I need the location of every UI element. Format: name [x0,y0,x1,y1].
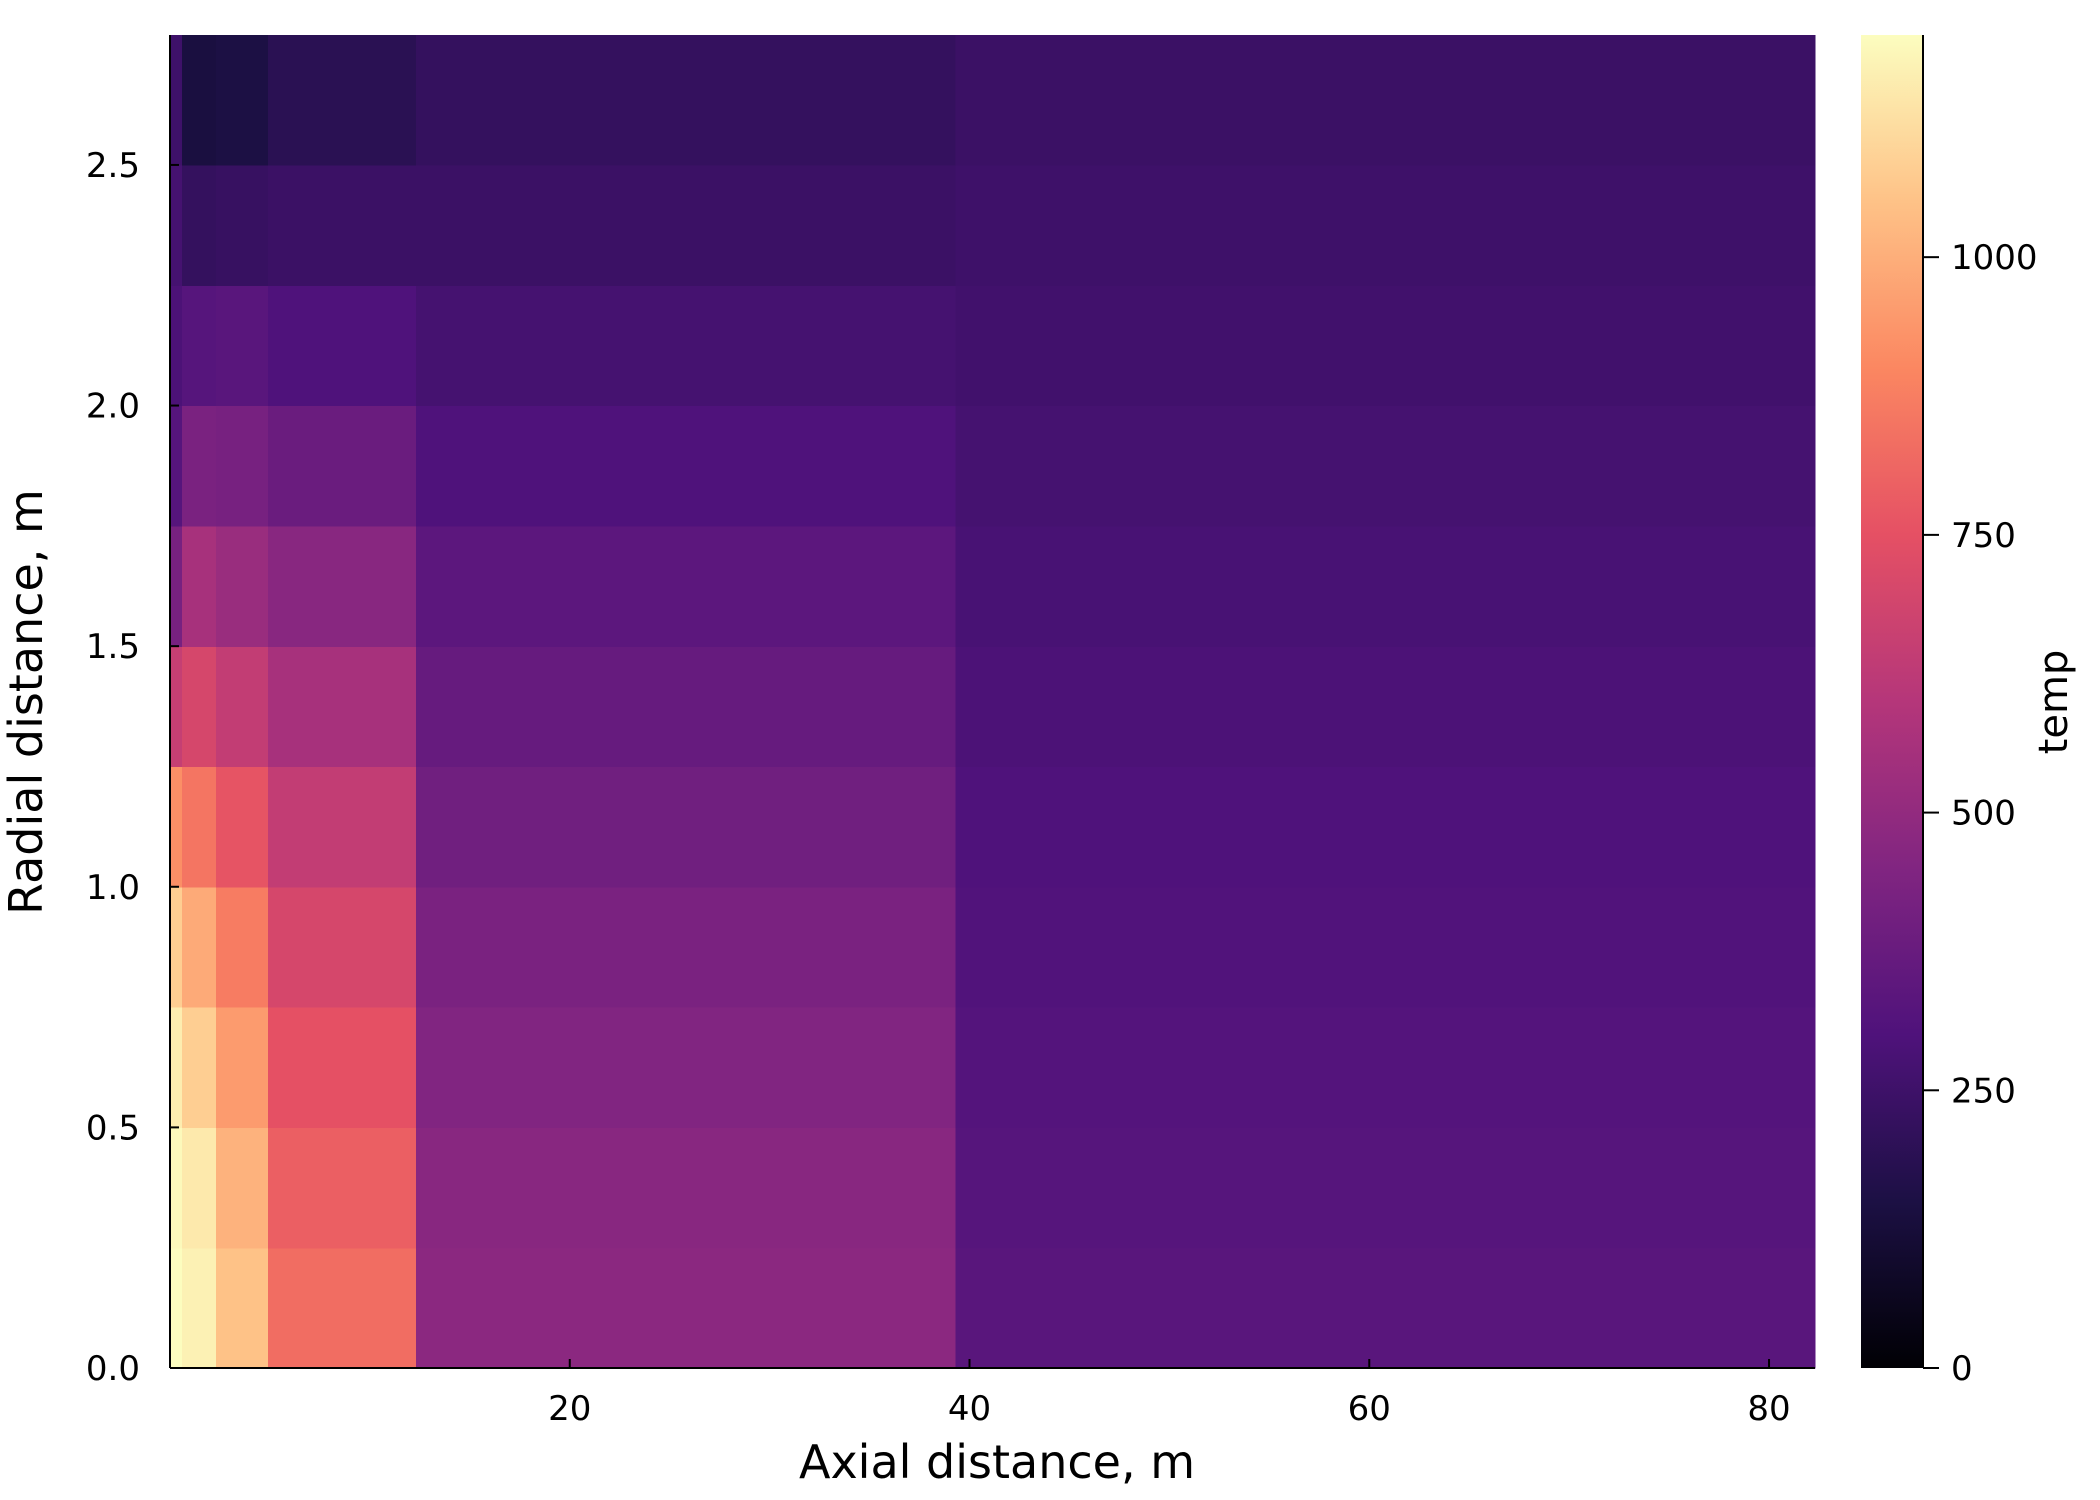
heatmap-cell [215,35,269,166]
x-tick-label: 80 [1747,1389,1790,1429]
heatmap-cell [415,646,957,768]
y-tick-label: 0.0 [86,1349,140,1389]
colorbar-tick-label: 0 [1951,1349,1973,1389]
heatmap-cell [170,285,183,407]
heatmap-cell [215,285,269,407]
heatmap-cell [170,35,183,166]
heatmap-cell [955,766,1816,888]
heatmap-cell [170,1127,183,1249]
heatmap-cell [181,35,217,166]
heatmap-cell [215,405,269,527]
heatmap-cell [181,405,217,527]
heatmap-cell [170,646,183,768]
heatmap-cell [415,405,957,527]
heatmap-cell [955,164,1816,286]
heatmap-cell [215,886,269,1008]
heatmap-cell [181,164,217,286]
colorbar-gradient [1861,35,1923,1368]
y-axis: 0.0 0.5 1.0 1.5 2.0 2.5 [86,146,179,1389]
heatmap-cell [955,525,1816,647]
heatmap-cell [267,1007,417,1128]
heatmap-cell [415,1127,957,1249]
heatmap-cell [955,1127,1816,1249]
y-axis-label: Radial distance, m [0,489,53,915]
heatmap-cell [415,1007,957,1128]
heatmap-cell [170,164,183,286]
heatmap-cell [215,1247,269,1369]
colorbar: 0 250 500 750 1000 [1861,35,2038,1389]
heatmap-cell [170,766,183,888]
heatmap-cell [415,766,957,888]
colorbar-ticks: 0 250 500 750 1000 [1923,238,2038,1389]
heatmap-cell [170,1247,183,1369]
heatmap-cell [181,886,217,1008]
x-axis: 20 40 60 80 [548,1359,1791,1429]
x-axis-label: Axial distance, m [799,1435,1195,1489]
heatmap-cell [170,886,183,1008]
colorbar-tick-label: 500 [1951,794,2016,834]
heatmap-cell [181,1007,217,1128]
heatmap-cell [215,766,269,888]
heatmap-cell [181,285,217,407]
heatmap-cell [955,35,1816,166]
y-tick-label: 1.5 [86,627,140,667]
heatmap-cell [415,525,957,647]
heatmap-cell [955,646,1816,768]
heatmap-cell [215,1127,269,1249]
heatmap-cells [170,35,1816,1369]
heatmap-cell [267,886,417,1008]
x-tick-label: 40 [948,1389,991,1429]
heatmap-cell [215,164,269,286]
heatmap-cell [955,1247,1816,1369]
heatmap-cell [181,1247,217,1369]
heatmap-cell [415,285,957,407]
heatmap-cell [415,1247,957,1369]
colorbar-tick-label: 1000 [1951,238,2038,278]
y-tick-label: 2.5 [86,146,140,186]
heatmap-cell [215,1007,269,1128]
heatmap-cell [267,1247,417,1369]
heatmap-cell [170,1007,183,1128]
heatmap-cell [955,886,1816,1008]
heatmap-cell [170,525,183,647]
heatmap-cell [215,525,269,647]
colorbar-tick-label: 250 [1951,1071,2016,1111]
heatmap-cell [181,766,217,888]
heatmap-cell [181,525,217,647]
heatmap-cell [267,1127,417,1249]
heatmap-cell [267,766,417,888]
heatmap-cell [955,285,1816,407]
x-tick-label: 60 [1348,1389,1391,1429]
x-tick-label: 20 [548,1389,591,1429]
y-tick-label: 0.5 [86,1108,140,1148]
heatmap-cell [181,1127,217,1249]
heatmap-cell [267,35,417,166]
plot-frame [169,35,1815,1369]
heatmap-cell [415,35,957,166]
heatmap-cell [267,405,417,527]
heatmap-cell [415,886,957,1008]
colorbar-label: temp [2031,650,2077,755]
heatmap-cell [267,525,417,647]
heatmap-cell [215,646,269,768]
heatmap-cell [267,164,417,286]
y-tick-label: 1.0 [86,868,140,908]
heatmap-cell [955,1007,1816,1128]
heatmap-cell [181,646,217,768]
heatmap-cell [267,285,417,407]
y-tick-label: 2.0 [86,387,140,427]
heatmap-cell [170,405,183,527]
heatmap-cell [955,405,1816,527]
colorbar-tick-label: 750 [1951,516,2016,556]
heatmap-cell [415,164,957,286]
heatmap-cell [267,646,417,768]
